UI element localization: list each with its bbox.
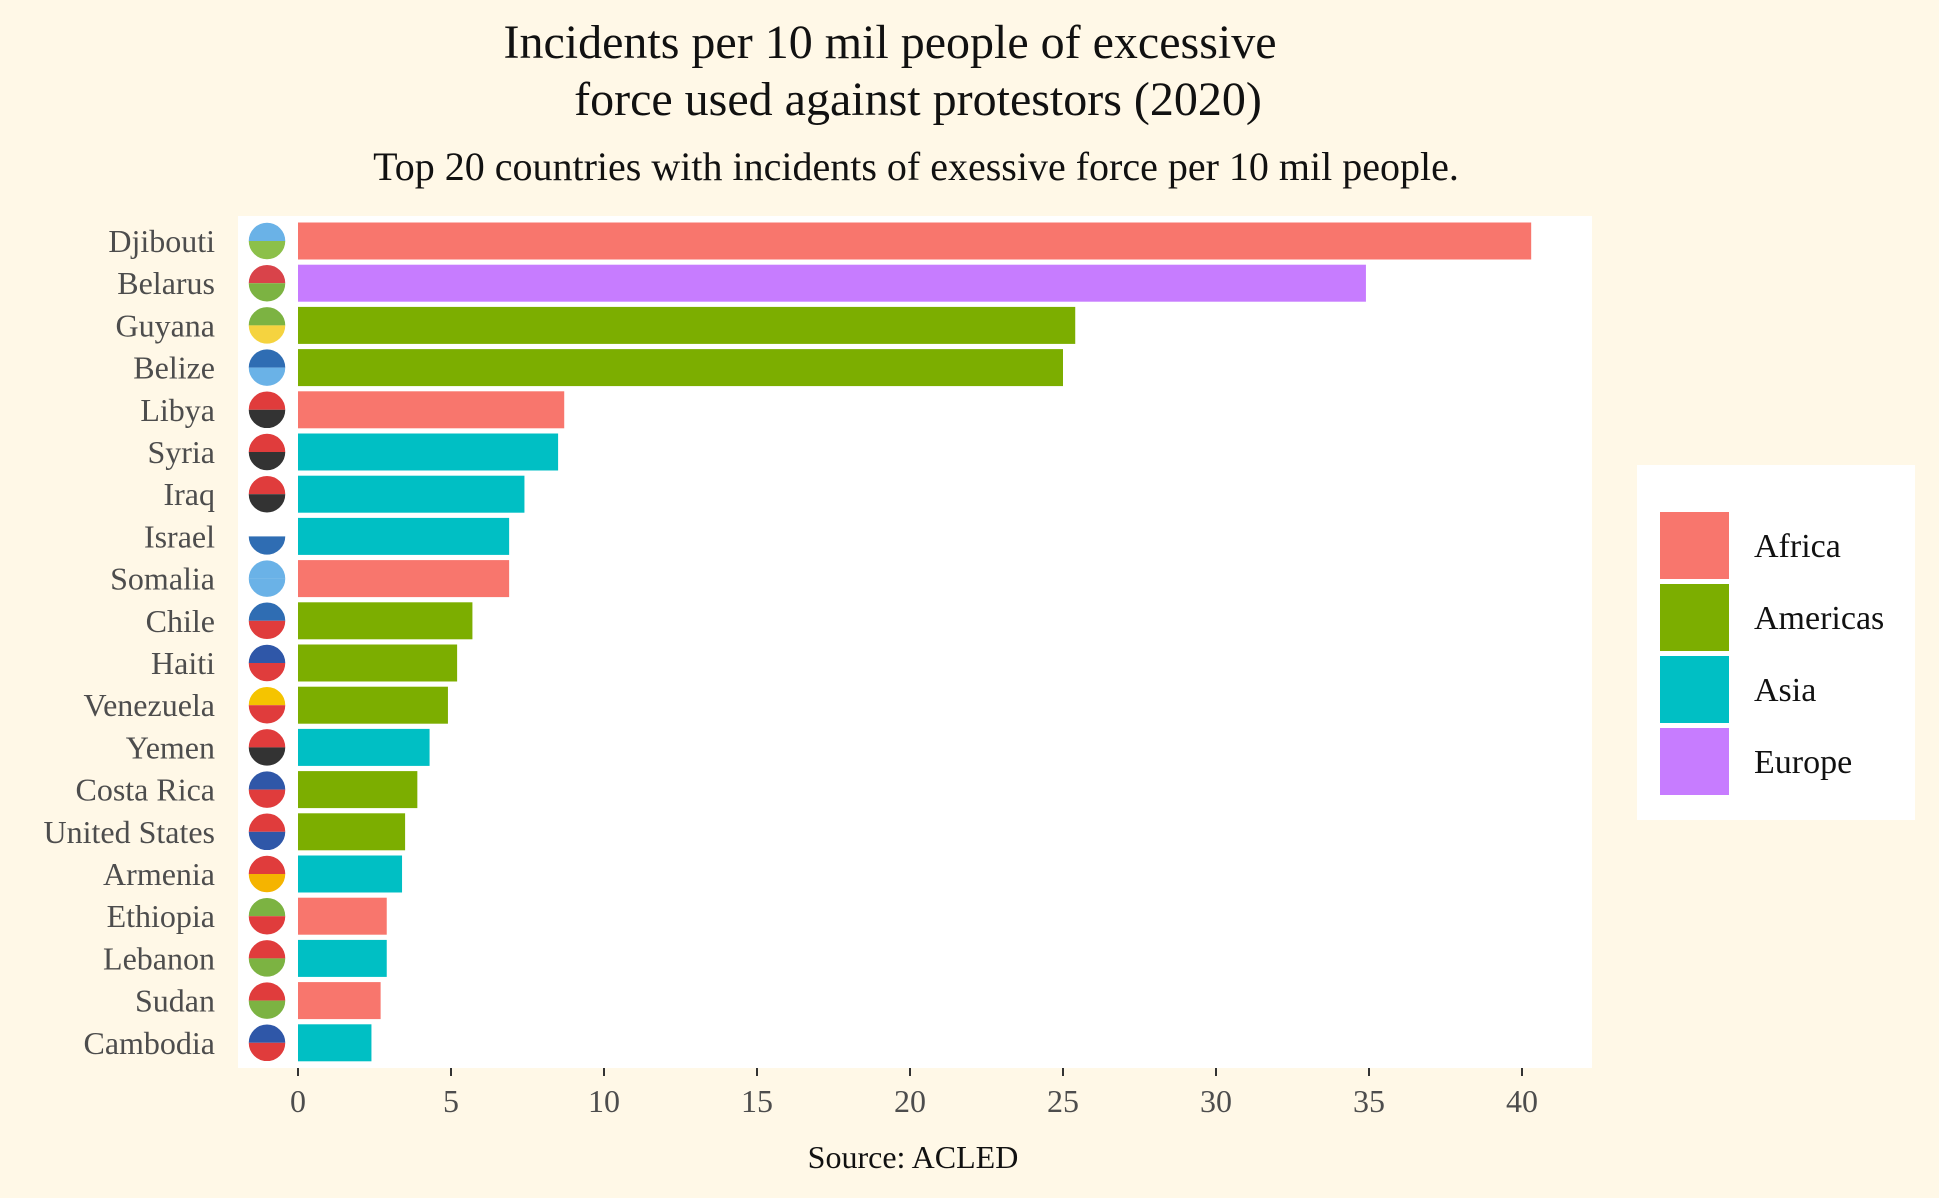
guyana-flag-icon — [247, 305, 287, 346]
belize-flag-icon — [247, 347, 287, 388]
israel-flag-icon — [247, 516, 287, 557]
chart-subtitle: Top 20 countries with incidents of exess… — [373, 144, 1459, 189]
category-label-ethiopia: Ethiopia — [107, 898, 215, 934]
category-label-haiti: Haiti — [151, 645, 215, 681]
yemen-flag-icon — [247, 727, 287, 768]
x-tick-label: 10 — [588, 1083, 620, 1119]
ethiopia-flag-icon — [247, 896, 287, 936]
bar-libya — [298, 391, 565, 429]
legend-key-africa — [1660, 512, 1729, 579]
venezuela-flag-icon — [247, 685, 287, 725]
libya-flag-icon — [247, 390, 287, 430]
category-label-chile: Chile — [146, 603, 215, 639]
category-label-syria: Syria — [147, 434, 215, 470]
legend-label-asia: Asia — [1754, 672, 1816, 709]
legend-key-asia — [1660, 656, 1729, 723]
lebanon-flag-icon — [247, 938, 287, 979]
syria-flag-icon — [247, 432, 287, 472]
chart-caption: Source: ACLED — [808, 1139, 1019, 1175]
category-label-guyana: Guyana — [115, 307, 215, 343]
legend-key-europe — [1660, 728, 1729, 795]
category-label-lebanon: Lebanon — [103, 940, 215, 976]
bar-belize — [298, 349, 1063, 387]
category-label-somalia: Somalia — [110, 561, 215, 597]
bar-djibouti — [298, 222, 1532, 260]
haiti-flag-icon — [247, 643, 287, 683]
bar-united-states — [298, 813, 406, 851]
bar-venezuela — [298, 686, 448, 724]
category-label-armenia: Armenia — [103, 856, 215, 892]
x-tick-label: 20 — [894, 1083, 926, 1119]
cambodia-flag-icon — [247, 1023, 287, 1063]
category-label-libya: Libya — [140, 392, 215, 428]
category-label-israel: Israel — [144, 518, 215, 554]
x-tick-label: 35 — [1353, 1083, 1385, 1119]
bar-costa-rica — [298, 771, 418, 809]
category-labels-group: Djibouti Belarus Guyana Belize Libya Syria Ira… — [43, 223, 215, 1061]
bar-syria — [298, 433, 559, 471]
bar-sudan — [298, 982, 381, 1020]
djibouti-flag-icon — [247, 221, 287, 261]
bar-ethiopia — [298, 897, 387, 935]
category-label-cambodia: Cambodia — [83, 1025, 215, 1061]
bar-iraq — [298, 475, 525, 513]
x-tick-label: 0 — [290, 1083, 306, 1119]
somalia-flag-icon — [247, 558, 287, 599]
legend-label-europe: Europe — [1754, 744, 1852, 781]
legend-key-americas — [1660, 584, 1729, 651]
bar-israel — [298, 517, 510, 555]
bar-guyana — [298, 306, 1076, 344]
united-states-flag-icon — [247, 812, 287, 852]
x-tick-label: 30 — [1200, 1083, 1232, 1119]
category-label-belize: Belize — [133, 350, 215, 386]
category-label-costa-rica: Costa Rica — [75, 772, 215, 808]
bar-belarus — [298, 264, 1366, 302]
bar-somalia — [298, 560, 510, 598]
bar-haiti — [298, 644, 458, 682]
iraq-flag-icon — [247, 474, 287, 514]
x-tick-label: 40 — [1506, 1083, 1538, 1119]
chile-flag-icon — [247, 601, 287, 641]
category-label-belarus: Belarus — [117, 265, 215, 301]
category-label-venezuela: Venezuela — [84, 687, 215, 723]
chart-title-line-2: force used against protestors (2020) — [574, 73, 1262, 126]
bar-yemen — [298, 728, 430, 766]
x-axis: 0 5 10 15 20 25 30 35 40 — [290, 1068, 1538, 1119]
category-label-united-states: United States — [43, 814, 215, 850]
x-tick-label: 15 — [741, 1083, 773, 1119]
category-label-iraq: Iraq — [163, 476, 215, 512]
belarus-flag-icon — [247, 263, 287, 303]
sudan-flag-icon — [247, 980, 287, 1021]
legend-label-americas: Americas — [1754, 600, 1884, 637]
x-tick-label: 25 — [1047, 1083, 1079, 1119]
costa-rica-flag-icon — [247, 769, 287, 810]
flags-group — [247, 221, 287, 1063]
legend-label-africa: Africa — [1754, 528, 1841, 565]
bar-lebanon — [298, 939, 387, 977]
bar-cambodia — [298, 1024, 372, 1062]
x-tick-label: 5 — [443, 1083, 459, 1119]
bars-group — [298, 222, 1532, 1062]
chart-title-line-1: Incidents per 10 mil people of excessive — [503, 16, 1276, 69]
category-label-djibouti: Djibouti — [108, 223, 215, 259]
bar-chile — [298, 602, 473, 640]
bar-armenia — [298, 855, 403, 893]
category-label-sudan: Sudan — [135, 983, 215, 1019]
category-label-yemen: Yemen — [126, 729, 215, 765]
armenia-flag-icon — [247, 854, 287, 894]
legend: Africa Americas Asia Europe — [1637, 465, 1915, 820]
